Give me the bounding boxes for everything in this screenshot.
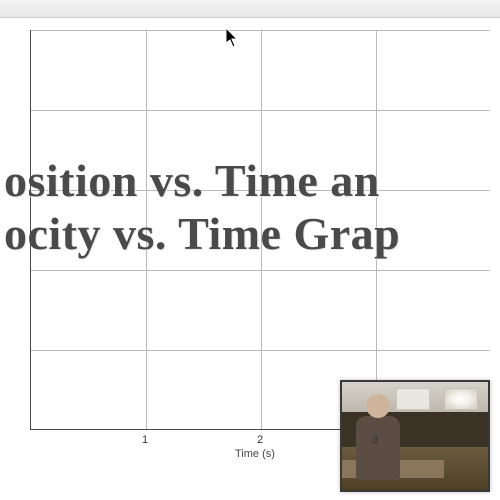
webcam-ceiling-light	[444, 388, 478, 410]
webcam-ceiling-panel	[396, 388, 430, 410]
slide-title-line1: osition vs. Time an	[4, 155, 380, 206]
chart-gridline-horizontal	[31, 30, 490, 31]
chart-x-tick-label: 2	[257, 434, 263, 446]
slide-title-overlay: osition vs. Time an ocity vs. Time Grap	[0, 155, 500, 261]
webcam-inset	[340, 380, 490, 492]
chart-gridline-horizontal	[31, 110, 490, 111]
chart-gridline-horizontal	[31, 270, 490, 271]
app-canvas: Time (s) osition vs. Time an ocity vs. T…	[0, 0, 500, 500]
webcam-person	[356, 416, 400, 480]
chart-x-tick-label: 3	[372, 434, 378, 446]
slide-title-line2: ocity vs. Time Grap	[4, 208, 500, 261]
chart-x-axis-label: Time (s)	[235, 448, 275, 460]
window-toolbar	[0, 0, 500, 18]
chart-gridline-horizontal	[31, 350, 490, 351]
chart-x-tick-label: 1	[142, 434, 148, 446]
